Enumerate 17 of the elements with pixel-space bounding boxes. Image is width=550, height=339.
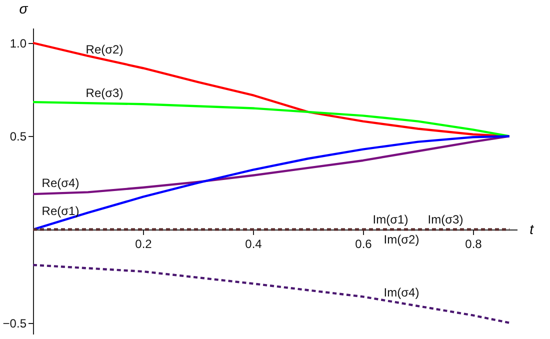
annotation: Re(σ2): [86, 42, 124, 57]
annotation: Re(σ1): [42, 204, 80, 218]
x-tick-label: 0.4: [245, 237, 262, 252]
x-tick-label: 0.8: [465, 237, 482, 252]
y-tick-label: 0.5: [10, 130, 27, 144]
x-tick-label: 0.2: [135, 237, 152, 252]
annotation: Im(σ4): [384, 285, 420, 300]
annotation: Im(σ2): [384, 232, 420, 247]
annotation: Im(σ3): [428, 212, 464, 227]
x-axis-title: t: [530, 221, 535, 238]
annotation: Im(σ1): [372, 212, 408, 227]
y-axis-title: σ: [19, 0, 28, 16]
annotation: Re(σ3): [86, 86, 124, 100]
x-tick-label: 0.6: [355, 237, 372, 252]
annotation: Re(σ4): [42, 176, 80, 190]
y-tick-label: −0.5: [2, 316, 27, 330]
y-tick-label: 1.0: [10, 36, 27, 50]
